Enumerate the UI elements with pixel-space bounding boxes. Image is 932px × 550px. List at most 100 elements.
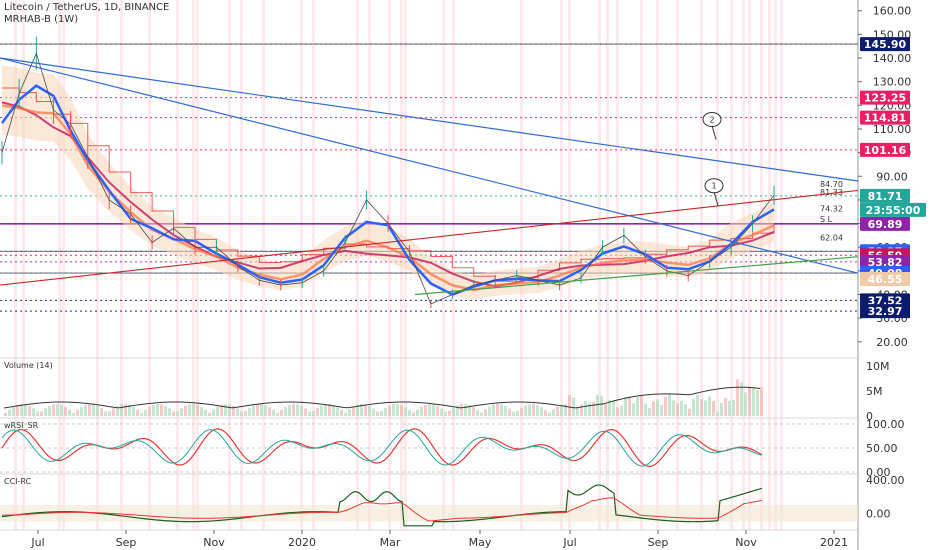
trendline-upper — [0, 57, 859, 182]
volume-bar — [320, 405, 323, 416]
level-text: 74.32 — [820, 204, 843, 213]
volume-bar — [516, 410, 519, 416]
volume-bar — [524, 405, 527, 416]
time-tick-label: Nov — [735, 536, 757, 549]
volume-bar — [420, 406, 423, 416]
volume-bar — [148, 406, 151, 416]
level-text: S L — [820, 215, 833, 224]
level-tag[interactable] — [860, 304, 910, 319]
time-tick-label: Nov — [203, 536, 225, 549]
level-tag-label[interactable]: 69.89 — [868, 218, 903, 231]
level-tag-label[interactable]: 46.55 — [868, 273, 903, 286]
level-tag-label[interactable]: 123.25 — [864, 92, 906, 105]
level-tag-label[interactable]: 81.71 — [868, 190, 903, 203]
volume-bar — [668, 394, 671, 416]
volume-tick-label: 10M — [866, 360, 890, 373]
volume-bar — [212, 409, 215, 416]
volume-bar — [156, 404, 159, 416]
time-tick-label: 2020 — [288, 536, 316, 549]
volume-bar — [60, 404, 63, 416]
level-tag[interactable] — [860, 90, 910, 105]
volume-bar — [44, 408, 47, 416]
rsi-title: wRSI_SR — [4, 421, 39, 430]
countdown-tag — [860, 202, 926, 217]
level-tag-label[interactable]: 101.16 — [864, 144, 907, 157]
level-tag[interactable] — [860, 110, 910, 125]
volume-tick-label: 0 — [866, 410, 873, 423]
level-tag[interactable] — [860, 37, 910, 52]
volume-bar — [112, 408, 115, 416]
volume-bar — [272, 409, 275, 416]
volume-bar — [48, 405, 51, 416]
level-tag-label[interactable]: 53.82 — [868, 256, 903, 269]
volume-pane[interactable]: Volume (14) — [3, 361, 763, 416]
volume-bar — [688, 408, 691, 416]
volume-bar — [252, 405, 255, 416]
volume-bar — [708, 396, 711, 416]
level-tag[interactable] — [860, 216, 910, 231]
volume-bar — [224, 404, 227, 416]
session-stripe — [748, 0, 751, 530]
wrsi-pane[interactable]: wRSI_SR — [0, 421, 858, 473]
callout-bubble[interactable] — [702, 112, 722, 128]
session-stripe — [388, 0, 391, 530]
cci-pane[interactable]: CCI-RC — [0, 477, 858, 527]
volume-bar — [336, 407, 339, 416]
volume-bar — [540, 407, 543, 416]
volume-bar — [392, 404, 395, 416]
level-tag[interactable] — [860, 254, 910, 269]
volume-bar — [744, 392, 747, 416]
callout-bubble[interactable] — [704, 178, 724, 194]
volume-bar — [140, 412, 143, 416]
volume-bar — [72, 412, 75, 416]
level-tag[interactable] — [860, 142, 910, 157]
volume-bar — [380, 411, 383, 416]
volume-bar — [240, 411, 243, 416]
price-axis[interactable]: 160.00150.00140.00130.00120.00110.00100.… — [858, 5, 926, 521]
session-stripe — [120, 0, 123, 530]
volume-bar — [700, 399, 703, 416]
volume-bar — [740, 382, 743, 416]
volume-bar — [404, 407, 407, 416]
level-tag[interactable] — [860, 188, 910, 203]
indicator-title: MRHAB-B (1W) — [4, 14, 78, 25]
volume-bar — [608, 400, 611, 416]
volume-bar — [8, 409, 11, 416]
volume-bar — [220, 404, 223, 416]
volume-bar — [484, 409, 487, 416]
volume-bar — [332, 405, 335, 416]
callout-pointer — [711, 125, 717, 140]
time-axis[interactable]: Jul Sep Nov 2020 Mar May Jul Sep Nov 2021 — [30, 530, 848, 549]
level-tag-label[interactable]: 37.52 — [868, 294, 903, 307]
volume-bar — [596, 394, 599, 416]
level-tag[interactable] — [860, 293, 910, 308]
volume-bar — [280, 409, 283, 416]
volume-bar — [588, 402, 591, 416]
level-tag-label[interactable]: 114.81 — [864, 112, 906, 125]
volume-bar — [168, 408, 171, 416]
level-tag-label[interactable]: 145.90 — [864, 38, 907, 51]
volume-bar — [264, 405, 267, 416]
volume-bar — [428, 404, 431, 416]
volume-bar — [4, 413, 7, 416]
volume-bar — [444, 411, 447, 416]
volume-tick-label: 5M — [866, 385, 883, 398]
volume-bar — [56, 404, 59, 416]
volume-bar — [144, 409, 147, 416]
volume-bar — [652, 401, 655, 416]
level-text: 81.33 — [820, 188, 843, 197]
volume-bar — [604, 404, 607, 416]
volume-bar — [656, 399, 659, 416]
volume-bar — [20, 404, 23, 416]
volume-bar — [572, 397, 575, 416]
volume-bar — [416, 409, 419, 416]
volume-bar — [488, 406, 491, 416]
volume-title: Volume (14) — [4, 361, 53, 370]
level-tag[interactable] — [860, 272, 910, 287]
volume-bar — [116, 405, 119, 416]
level-tag-label[interactable]: 32.97 — [868, 305, 903, 318]
trendline-red — [0, 189, 859, 286]
volume-bar — [424, 404, 427, 416]
